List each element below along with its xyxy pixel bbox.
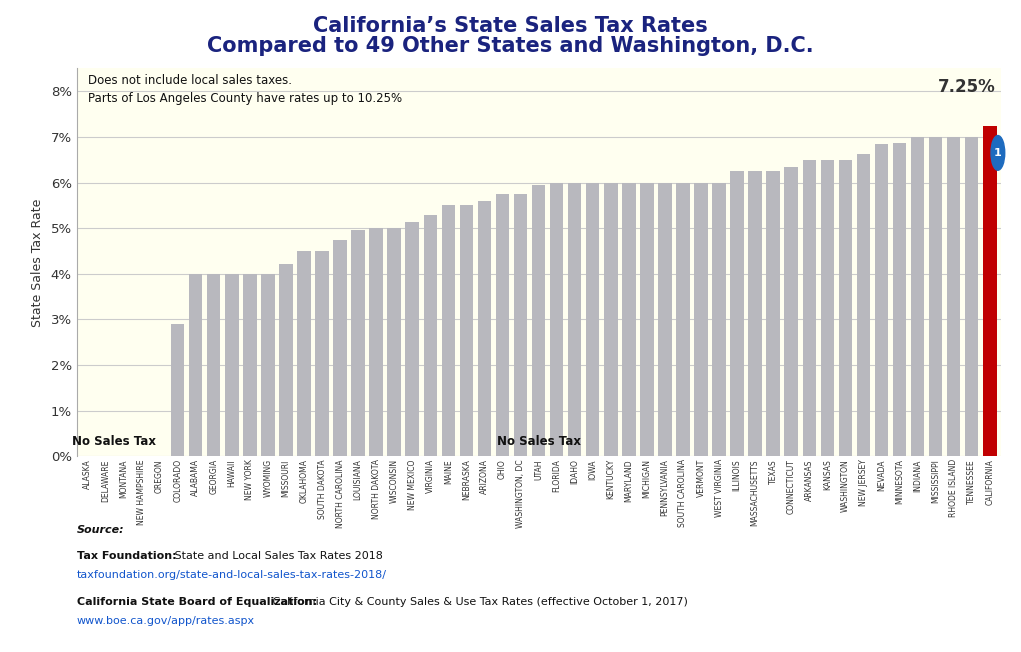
Bar: [405, 222, 419, 456]
Text: Source:: Source:: [77, 525, 125, 535]
Bar: [892, 143, 907, 456]
Text: No Sales Tax: No Sales Tax: [496, 435, 581, 448]
Bar: [875, 144, 888, 456]
Bar: [315, 251, 329, 456]
Bar: [838, 160, 853, 456]
Text: Compared to 49 Other States and Washington, D.C.: Compared to 49 Other States and Washingt…: [207, 36, 814, 56]
Bar: [748, 171, 762, 456]
Text: 1: 1: [994, 148, 1002, 158]
Bar: [171, 324, 185, 456]
Text: California State Board of Equalization:: California State Board of Equalization:: [77, 597, 317, 606]
Text: Does not include local sales taxes.
Parts of Los Angeles County have rates up to: Does not include local sales taxes. Part…: [88, 74, 402, 105]
Bar: [911, 137, 924, 456]
Bar: [532, 185, 545, 456]
Bar: [370, 228, 383, 456]
Bar: [568, 183, 581, 456]
Bar: [297, 251, 310, 456]
Bar: [459, 205, 473, 456]
Text: California City & County Sales & Use Tax Rates (effective October 1, 2017): California City & County Sales & Use Tax…: [269, 597, 687, 606]
Bar: [983, 126, 996, 456]
Bar: [640, 183, 653, 456]
Text: taxfoundation.org/state-and-local-sales-tax-rates-2018/: taxfoundation.org/state-and-local-sales-…: [77, 570, 387, 580]
Bar: [333, 240, 347, 456]
Bar: [496, 194, 509, 456]
Bar: [803, 160, 816, 456]
Circle shape: [991, 136, 1005, 170]
Bar: [713, 183, 726, 456]
Bar: [767, 171, 780, 456]
Bar: [676, 183, 690, 456]
Bar: [929, 137, 942, 456]
Bar: [207, 274, 221, 456]
Bar: [387, 228, 401, 456]
Bar: [441, 205, 455, 456]
Bar: [730, 171, 744, 456]
Bar: [351, 230, 364, 456]
Bar: [478, 201, 491, 456]
Text: California’s State Sales Tax Rates: California’s State Sales Tax Rates: [313, 16, 708, 37]
Bar: [857, 154, 870, 456]
Bar: [694, 183, 708, 456]
Bar: [622, 183, 636, 456]
Bar: [189, 274, 202, 456]
Bar: [821, 160, 834, 456]
Bar: [261, 274, 275, 456]
Bar: [586, 183, 599, 456]
Bar: [965, 137, 978, 456]
Bar: [279, 263, 293, 456]
Text: Tax Foundation:: Tax Foundation:: [77, 551, 177, 561]
Text: No Sales Tax: No Sales Tax: [72, 435, 156, 448]
Y-axis label: State Sales Tax Rate: State Sales Tax Rate: [31, 198, 44, 327]
Bar: [424, 215, 437, 456]
Bar: [604, 183, 618, 456]
Bar: [514, 194, 527, 456]
Bar: [225, 274, 239, 456]
Bar: [550, 183, 564, 456]
Bar: [243, 274, 256, 456]
Bar: [784, 166, 798, 456]
Bar: [659, 183, 672, 456]
Bar: [946, 137, 961, 456]
Text: www.boe.ca.gov/app/rates.aspx: www.boe.ca.gov/app/rates.aspx: [77, 616, 254, 626]
Text: State and Local Sales Tax Rates 2018: State and Local Sales Tax Rates 2018: [171, 551, 383, 561]
Text: 7.25%: 7.25%: [938, 78, 995, 96]
